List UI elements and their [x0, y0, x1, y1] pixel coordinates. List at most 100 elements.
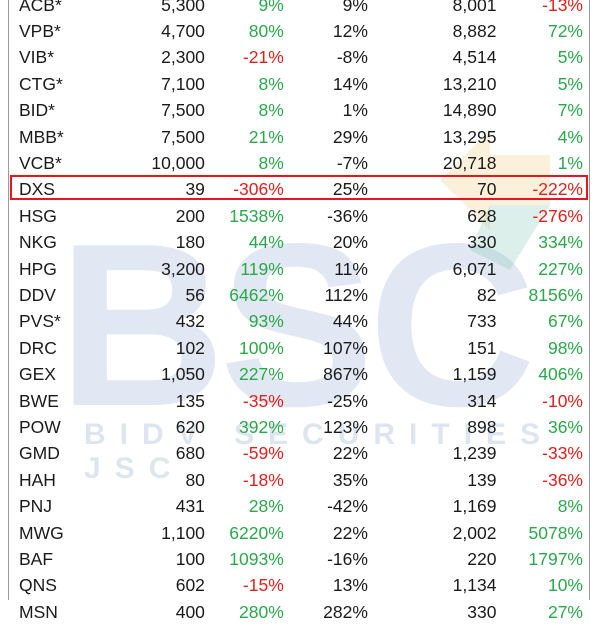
value2-cell: 20,718: [442, 153, 497, 174]
table-row: GMD 680 -59% 22% 1,239 -33%: [9, 441, 589, 467]
pct2-cell: -42%: [327, 496, 368, 517]
value2-cell: 1,134: [452, 575, 497, 596]
value2-cell: 220: [467, 548, 497, 569]
pct2-cell: 9%: [342, 0, 368, 15]
pct1-cell: 1093%: [229, 548, 284, 569]
pct1-cell: 44%: [248, 232, 284, 253]
pct2-cell: 25%: [332, 179, 368, 200]
pct2-cell: -7%: [336, 153, 368, 174]
pct3-cell: 5%: [557, 73, 583, 94]
pct3-cell: 36%: [547, 416, 583, 437]
pct1-cell: 8%: [258, 153, 284, 174]
pct3-cell: -33%: [542, 443, 583, 464]
ticker-cell: DDV: [19, 284, 56, 305]
value1-cell: 56: [185, 284, 205, 305]
ticker-cell: CTG*: [19, 73, 63, 94]
ticker-cell: PVS*: [19, 311, 61, 332]
table-row: VPB* 4,700 80% 12% 8,882 72%: [9, 18, 589, 44]
pct3-cell: -10%: [542, 390, 583, 411]
pct2-cell: 14%: [332, 73, 368, 94]
stock-data-table: ACB* 5,300 9% 9% 8,001 -13% VPB* 4,700 80% 12% 8,8…: [9, 0, 589, 625]
ticker-cell: ACB*: [19, 0, 62, 15]
pct3-cell: 67%: [547, 311, 583, 332]
stock-table-sheet: BSC BIDV SECURITIES JSC ACB* 5,300 9% 9% 8,0…: [8, 0, 590, 622]
ticker-cell: HSG: [19, 205, 57, 226]
table-row: VIB* 2,300 -21% -8% 4,514 5%: [9, 45, 589, 71]
pct1-cell: 28%: [248, 496, 284, 517]
value1-cell: 39: [185, 179, 205, 200]
ticker-cell: HPG: [19, 258, 57, 279]
value2-cell: 1,169: [452, 496, 497, 517]
pct2-cell: 867%: [323, 364, 368, 385]
pct3-cell: 10%: [547, 575, 583, 596]
value2-cell: 151: [467, 337, 497, 358]
pct2-cell: -36%: [327, 205, 368, 226]
ticker-cell: QNS: [19, 575, 57, 596]
value2-cell: 82: [476, 284, 497, 305]
pct2-cell: 282%: [323, 601, 368, 622]
ticker-cell: DXS: [19, 179, 55, 200]
table-row: BWE 135 -35% -25% 314 -10%: [9, 388, 589, 414]
table-row: QNS 602 -15% 13% 1,134 10%: [9, 573, 589, 599]
pct3-cell: -36%: [542, 469, 583, 490]
value1-cell: 80: [185, 469, 205, 490]
value2-cell: 628: [467, 205, 497, 226]
value1-cell: 2,300: [161, 47, 205, 68]
ticker-cell: VCB*: [19, 153, 62, 174]
value1-cell: 400: [175, 601, 205, 622]
pct3-cell: 1%: [557, 153, 583, 174]
ticker-cell: MWG: [19, 522, 64, 543]
pct1-cell: -21%: [242, 47, 284, 68]
value1-cell: 7,500: [161, 100, 205, 121]
ticker-cell: GEX: [19, 364, 56, 385]
left-border-line: [8, 0, 9, 600]
table-row: ACB* 5,300 9% 9% 8,001 -13%: [9, 0, 589, 18]
value2-cell: 6,071: [452, 258, 497, 279]
table-row: HPG 3,200 119% 11% 6,071 227%: [9, 256, 589, 282]
pct2-cell: 22%: [332, 443, 368, 464]
pct1-cell: 1538%: [229, 205, 284, 226]
value1-cell: 7,100: [161, 73, 205, 94]
ticker-cell: DRC: [19, 337, 57, 358]
pct3-cell: 5%: [557, 47, 583, 68]
ticker-cell: GMD: [19, 443, 60, 464]
pct3-cell: 72%: [547, 21, 583, 42]
table-row: BID* 7,500 8% 1% 14,890 7%: [9, 98, 589, 124]
pct1-cell: 280%: [239, 601, 284, 622]
pct1-cell: -15%: [242, 575, 284, 596]
ticker-cell: NKG: [19, 232, 57, 253]
value2-cell: 4,514: [452, 47, 497, 68]
pct1-cell: 8%: [258, 100, 284, 121]
value2-cell: 898: [467, 416, 497, 437]
pct1-cell: 100%: [239, 337, 284, 358]
table-row: MWG 1,100 6220% 22% 2,002 5078%: [9, 520, 589, 546]
pct1-cell: 392%: [239, 416, 284, 437]
value2-cell: 1,159: [452, 364, 497, 385]
pct2-cell: -8%: [336, 47, 368, 68]
value2-cell: 139: [467, 469, 497, 490]
value2-cell: 14,890: [442, 100, 497, 121]
value1-cell: 620: [175, 416, 205, 437]
value2-cell: 330: [467, 601, 497, 622]
value1-cell: 1,050: [161, 364, 205, 385]
pct1-cell: 9%: [258, 0, 284, 15]
value1-cell: 200: [175, 205, 205, 226]
ticker-cell: VIB*: [19, 47, 55, 68]
value2-cell: 330: [467, 232, 497, 253]
pct3-cell: -222%: [532, 179, 583, 200]
pct2-cell: 29%: [332, 126, 368, 147]
value1-cell: 135: [175, 390, 205, 411]
table-row: DXS 39 -306% 25% 70 -222%: [9, 177, 589, 203]
pct1-cell: 8%: [258, 73, 284, 94]
ticker-cell: MSN: [19, 601, 58, 622]
pct3-cell: 1797%: [528, 548, 584, 569]
value1-cell: 180: [175, 232, 205, 253]
ticker-cell: BID*: [19, 100, 55, 121]
pct3-cell: 27%: [547, 601, 583, 622]
value2-cell: 13,295: [442, 126, 497, 147]
pct3-cell: 406%: [538, 364, 583, 385]
pct2-cell: 123%: [323, 416, 368, 437]
ticker-cell: BWE: [19, 390, 59, 411]
value2-cell: 2,002: [452, 522, 497, 543]
pct1-cell: 21%: [248, 126, 284, 147]
